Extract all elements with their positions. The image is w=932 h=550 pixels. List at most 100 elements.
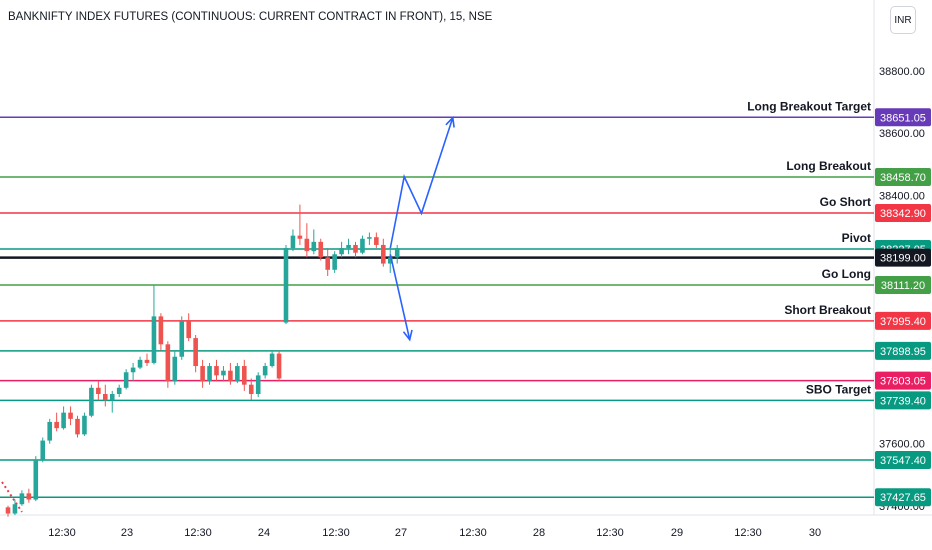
candle — [332, 251, 337, 273]
price-tick-label: 37600.00 — [879, 439, 925, 451]
candle — [116, 384, 122, 398]
candle — [109, 390, 115, 413]
candle — [346, 238, 351, 255]
candle-body — [207, 366, 212, 382]
currency-button[interactable]: INR — [890, 6, 916, 34]
candle — [54, 412, 59, 432]
candle — [103, 384, 108, 407]
candle-body — [339, 248, 344, 255]
candle-body — [325, 257, 330, 270]
candle-body — [360, 238, 365, 253]
price-badge-bg — [875, 108, 931, 127]
candle — [96, 381, 101, 401]
candle-body — [26, 493, 32, 500]
time-tick-label: 12:30 — [734, 527, 762, 539]
candle — [207, 362, 212, 385]
candle — [394, 244, 400, 264]
time-tick-label: 24 — [258, 527, 270, 539]
candle-body — [19, 493, 25, 505]
level-name-label: Go Long — [822, 267, 871, 281]
price-badge-text: 38458.70 — [880, 172, 926, 184]
candle-body — [89, 387, 94, 416]
candle — [89, 384, 94, 418]
candle — [47, 418, 52, 444]
price-badge-bg — [875, 203, 931, 222]
level-name-label: Long Breakout — [786, 159, 871, 173]
level-price-badge: 37898.95 — [875, 341, 931, 360]
candle-body — [394, 248, 400, 258]
time-tick-label: 27 — [395, 527, 407, 539]
candle-body — [381, 244, 386, 264]
candle — [12, 499, 18, 516]
level-price-badge: 38342.90 — [875, 203, 931, 222]
candle-body — [130, 367, 136, 373]
candle-body — [214, 366, 219, 376]
dotted-trail — [1, 481, 23, 513]
price-tick-label: 38600.00 — [879, 128, 925, 140]
time-tick-label: 12:30 — [48, 527, 76, 539]
level-name-label: SBO Target — [806, 382, 871, 396]
candle-body — [179, 321, 185, 357]
price-badge-bg — [875, 311, 931, 330]
price-badge-text: 37803.05 — [880, 376, 926, 388]
short-projection-arrow — [389, 254, 411, 340]
candle-body — [353, 244, 358, 253]
price-badge-text: 37995.40 — [880, 316, 926, 328]
level-name-label: Pivot — [842, 231, 871, 245]
level-price-badge: 37803.05 — [875, 371, 931, 390]
price-tick-label: 38800.00 — [879, 66, 925, 78]
price-badge-text: 38199.00 — [880, 253, 926, 265]
candle-body — [276, 353, 282, 379]
candle-body — [109, 394, 115, 401]
candle — [387, 248, 393, 273]
time-tick-label: 28 — [533, 527, 545, 539]
candle-body — [248, 384, 254, 394]
candle — [311, 229, 317, 255]
price-badge-bg — [875, 391, 931, 410]
price-badge-bg — [875, 371, 931, 390]
candle — [325, 248, 330, 276]
price-badge-text: 37739.40 — [880, 395, 926, 407]
level-price-badge: 38458.70 — [875, 168, 931, 187]
candle — [276, 350, 282, 382]
candle — [179, 316, 185, 360]
time-tick-label: 29 — [671, 527, 683, 539]
candle-body — [304, 238, 310, 252]
candle-body — [165, 344, 171, 382]
price-badge-text: 37898.95 — [880, 346, 926, 358]
candle-body — [75, 418, 80, 435]
candle-body — [103, 394, 108, 401]
candle — [339, 241, 344, 258]
candle — [269, 350, 275, 368]
candle-body — [269, 353, 275, 367]
candle — [255, 372, 261, 398]
candle-body — [82, 415, 87, 435]
level-price-badge: 38651.05 — [875, 108, 931, 127]
candle — [26, 488, 32, 503]
arrow-head — [445, 115, 455, 128]
candle-body — [318, 241, 324, 258]
candle — [228, 362, 233, 385]
price-badge-text: 38111.20 — [881, 280, 925, 292]
candle — [186, 313, 191, 342]
level-price-badge: 37995.40 — [875, 311, 931, 330]
candle-body — [144, 359, 150, 363]
candle-body — [297, 235, 303, 239]
price-badge-text: 37427.65 — [880, 492, 926, 504]
symbol-title: BANKNIFTY INDEX FUTURES (CONTINUOUS: CUR… — [8, 11, 493, 23]
candle-body — [137, 359, 143, 368]
candle-body — [68, 412, 73, 419]
candle-body — [172, 356, 178, 382]
candle-body — [151, 316, 157, 363]
candle-body — [12, 504, 18, 514]
candle-body — [186, 321, 191, 339]
candle-body — [158, 316, 164, 345]
candle — [374, 232, 379, 249]
candle-body — [235, 366, 240, 382]
candle — [242, 359, 247, 391]
candle-body — [200, 366, 205, 382]
candle — [33, 456, 39, 502]
price-badge-text: 37547.40 — [880, 455, 926, 467]
